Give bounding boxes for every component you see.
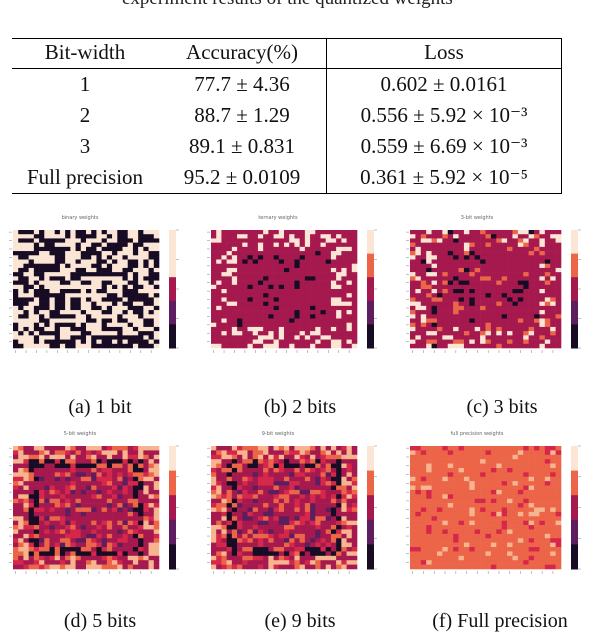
heatmap-svg	[207, 229, 377, 353]
cell-bit-width: 3	[79, 134, 91, 158]
cell-accuracy: 95.2 ± 0.0109	[158, 162, 327, 194]
axis-ticks	[406, 229, 581, 353]
header-accuracy: Accuracy(%)	[158, 38, 327, 69]
heatmap-grid	[13, 230, 160, 349]
heatmap-grid	[410, 446, 562, 570]
caption-d: (d) 5 bits	[63, 610, 137, 632]
cell-bit-width: 1	[79, 72, 91, 96]
heatmap-grid	[13, 446, 160, 570]
heatmap-svg	[406, 445, 581, 574]
caption-c: (c) 3 bits	[466, 396, 538, 418]
axis-ticks	[207, 229, 377, 353]
heatmap-panel-full-precision: full precision weights	[402, 431, 597, 583]
plot-title: 3-bit weights	[460, 215, 494, 221]
heatmap-panel-2bits: ternary weights	[203, 215, 393, 362]
plot-title: binary weights	[61, 215, 99, 221]
heatmap-svg	[207, 445, 377, 574]
table-row: Full precision 95.2 ± 0.0109 0.361 ± 5.9…	[12, 162, 562, 194]
cell-accuracy: 77.7 ± 4.36	[158, 68, 327, 100]
results-table: Bit-width Accuracy(%) Loss 1 77.7 ± 4.36…	[12, 38, 562, 194]
caption-f: (f) Full precision	[432, 610, 568, 632]
heatmap-panel-5bits: 5-bit weights	[5, 431, 195, 583]
table-row: 3 89.1 ± 0.831 0.559 ± 6.69 × 10⁻³	[12, 131, 562, 162]
colorbar	[571, 446, 578, 570]
cell-loss: 0.559 ± 6.69 × 10⁻³	[326, 131, 562, 162]
colorbar	[367, 230, 374, 349]
heatmap-grid	[211, 446, 358, 570]
axis-ticks	[9, 445, 179, 574]
header-loss: Loss	[326, 38, 562, 69]
heatmap-panel-3bits: 3-bit weights	[402, 215, 597, 362]
plot-title: 9-bit weights	[261, 431, 295, 437]
caption-b: (b) 2 bits	[263, 396, 337, 418]
colorbar	[571, 230, 578, 349]
axis-ticks	[406, 445, 581, 574]
heatmap-svg	[9, 445, 179, 574]
table-row: 2 88.7 ± 1.29 0.556 ± 5.92 × 10⁻³	[12, 100, 562, 131]
cropped-paragraph-line: experiment results of the quantized weig…	[0, 0, 600, 24]
axis-ticks	[9, 229, 179, 353]
caption-a: (a) 1 bit	[68, 396, 132, 418]
cell-loss: 0.361 ± 5.92 × 10⁻⁵	[326, 162, 562, 194]
table-header-row: Bit-width Accuracy(%) Loss	[12, 38, 562, 69]
cell-bit-width: 2	[79, 103, 91, 127]
axis-ticks	[207, 445, 377, 574]
cell-loss: 0.602 ± 0.0161	[326, 68, 562, 100]
heatmap-svg	[406, 229, 581, 353]
cell-bit-width: Full precision	[26, 165, 144, 189]
cell-loss: 0.556 ± 5.92 × 10⁻³	[326, 100, 562, 131]
heatmap-grid	[211, 230, 358, 349]
heatmap-panel-9bits: 9-bit weights	[203, 431, 393, 583]
table-row: 1 77.7 ± 4.36 0.602 ± 0.0161	[12, 68, 562, 100]
colorbar	[169, 446, 176, 570]
plot-title: ternary weights	[258, 215, 298, 221]
heatmap-grid	[410, 230, 562, 349]
header-bit-width: Bit-width	[44, 40, 126, 64]
plot-title: full precision weights	[450, 431, 504, 437]
plot-title: 5-bit weights	[63, 431, 97, 437]
cropped-text: experiment results of the quantized weig…	[122, 0, 453, 10]
colorbar	[169, 230, 176, 349]
heatmap-panel-1bit: binary weights	[5, 215, 195, 362]
cell-accuracy: 88.7 ± 1.29	[158, 100, 327, 131]
caption-e: (e) 9 bits	[264, 610, 336, 632]
cell-accuracy: 89.1 ± 0.831	[158, 131, 327, 162]
colorbar	[367, 446, 374, 570]
heatmap-svg	[9, 229, 179, 353]
